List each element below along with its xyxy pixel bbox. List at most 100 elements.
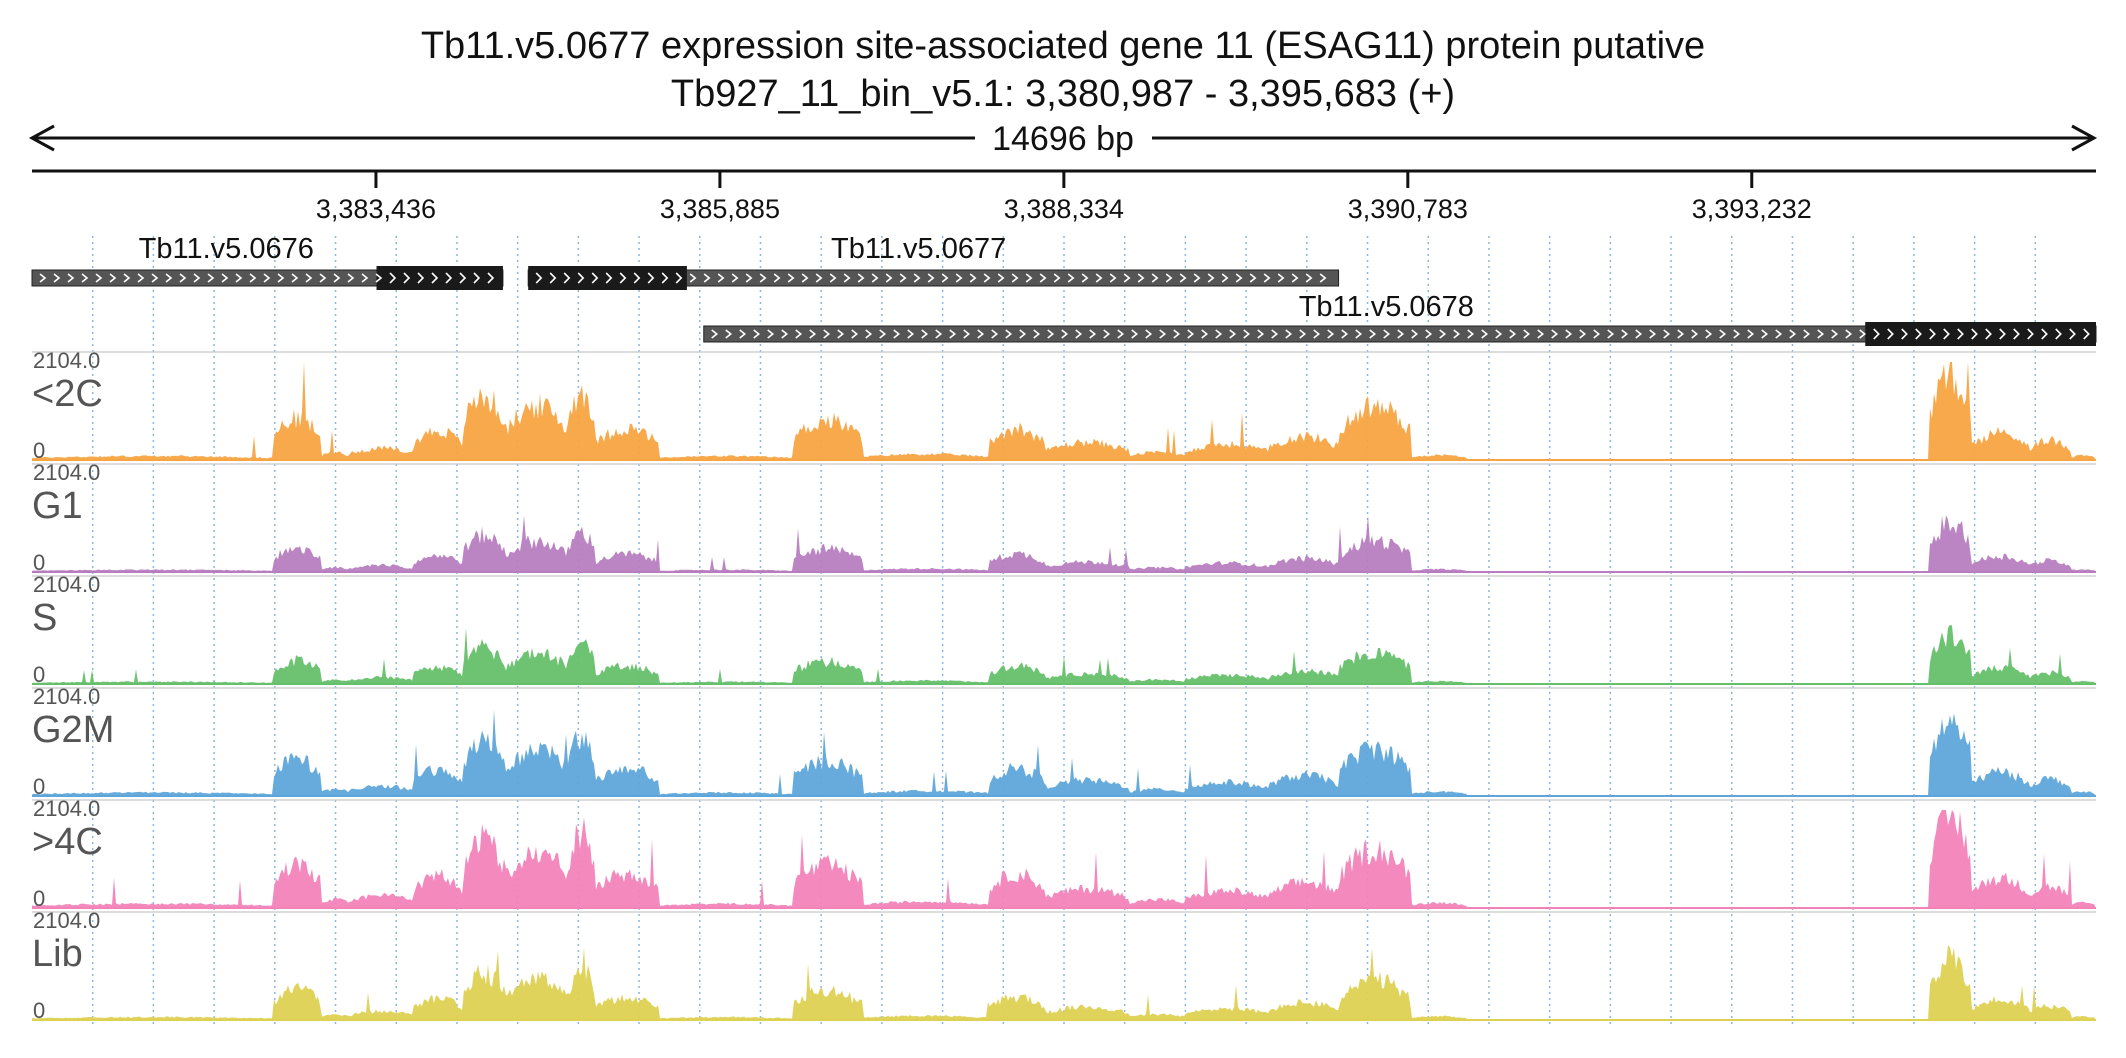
- strand-chevron: [1117, 329, 1125, 339]
- strand-chevron: [1607, 329, 1615, 339]
- strand-chevron: [1509, 329, 1517, 339]
- coverage-tracks: 2104.0<2C02104.0G102104.0S02104.0G2M0210…: [32, 348, 2096, 1023]
- gene-cds: [528, 266, 687, 290]
- strand-chevron: [193, 273, 201, 283]
- strand-chevron: [1033, 329, 1041, 339]
- strand-chevron: [1123, 273, 1131, 283]
- strand-chevron: [1789, 329, 1797, 339]
- chart-title: Tb11.v5.0677 expression site-associated …: [421, 25, 1705, 67]
- strand-chevron: [333, 273, 341, 283]
- strand-chevron: [1957, 328, 1964, 340]
- strand-chevron: [795, 329, 803, 339]
- strand-chevron: [1165, 273, 1173, 283]
- x-tick-label: 3,393,232: [1692, 194, 1812, 224]
- strand-chevron: [647, 272, 655, 284]
- strand-chevron: [1109, 273, 1117, 283]
- strand-chevron: [781, 329, 789, 339]
- strand-chevron: [1761, 329, 1769, 339]
- coverage-area: [32, 515, 2096, 572]
- strand-chevron: [1201, 329, 1209, 339]
- strand-chevron: [907, 329, 915, 339]
- strand-chevron: [2041, 328, 2048, 340]
- strand-chevron: [1179, 273, 1187, 283]
- strand-chevron: [137, 273, 145, 283]
- strand-chevron: [1131, 329, 1139, 339]
- track-ymin-label: 0: [33, 886, 45, 911]
- strand-chevron: [661, 272, 669, 284]
- strand-chevron: [983, 273, 991, 283]
- strand-chevron: [1383, 329, 1391, 339]
- coverage-area: [32, 362, 2096, 460]
- strand-chevron: [879, 329, 887, 339]
- strand-chevron: [249, 273, 257, 283]
- strand-chevron: [1775, 329, 1783, 339]
- track-ymax-label: 2104.0: [33, 460, 100, 485]
- strand-chevron: [935, 329, 943, 339]
- strand-chevron: [1257, 329, 1265, 339]
- strand-chevron: [1243, 329, 1251, 339]
- track-ymax-label: 2104.0: [33, 572, 100, 597]
- coverage-area: [32, 810, 2096, 908]
- coverage-area: [32, 624, 2096, 684]
- strand-chevron: [1887, 328, 1894, 340]
- gene-label: Tb11.v5.0676: [139, 233, 314, 265]
- strand-chevron: [1579, 329, 1587, 339]
- strand-chevron: [389, 272, 397, 284]
- strand-chevron: [1075, 329, 1083, 339]
- strand-chevron: [1095, 273, 1103, 283]
- span-arrow: 14696 bp: [28, 120, 2098, 158]
- strand-chevron: [1523, 329, 1531, 339]
- track-ymin-label: 0: [33, 998, 45, 1023]
- strand-chevron: [1425, 329, 1433, 339]
- strand-chevron: [1677, 329, 1685, 339]
- x-tick-label: 3,388,334: [1004, 194, 1124, 224]
- strand-chevron: [1187, 329, 1195, 339]
- strand-chevron: [717, 273, 725, 283]
- strand-chevron: [1145, 329, 1153, 339]
- strand-chevron: [1341, 329, 1349, 339]
- strand-chevron: [893, 329, 901, 339]
- strand-chevron: [2027, 328, 2034, 340]
- strand-chevron: [921, 329, 929, 339]
- strand-chevron: [1621, 329, 1629, 339]
- strand-chevron: [1733, 329, 1741, 339]
- strand-chevron: [1649, 329, 1657, 339]
- strand-chevron: [1271, 329, 1279, 339]
- strand-chevron: [1229, 329, 1237, 339]
- strand-chevron: [2083, 328, 2090, 340]
- strand-chevron: [2069, 328, 2076, 340]
- strand-chevron: [1803, 329, 1811, 339]
- strand-chevron: [1859, 329, 1867, 339]
- strand-chevron: [1397, 329, 1405, 339]
- track-ymax-label: 2104.0: [33, 348, 100, 373]
- strand-chevron: [1747, 329, 1755, 339]
- track-ymax-label: 2104.0: [33, 796, 100, 821]
- strand-chevron: [1047, 329, 1055, 339]
- strand-chevron: [221, 273, 229, 283]
- strand-chevron: [1565, 329, 1573, 339]
- track-ymin-label: 0: [33, 438, 45, 463]
- strand-chevron: [1593, 329, 1601, 339]
- strand-chevron: [591, 272, 599, 284]
- strand-chevron: [1845, 329, 1853, 339]
- x-tick-label: 3,383,436: [316, 194, 436, 224]
- strand-chevron: [459, 272, 467, 284]
- strand-chevron: [361, 273, 369, 283]
- strand-chevron: [1067, 273, 1075, 283]
- coverage-area: [32, 709, 2096, 796]
- strand-chevron: [535, 272, 543, 284]
- x-tick-label: 3,390,783: [1348, 194, 1468, 224]
- strand-chevron: [969, 273, 977, 283]
- strand-chevron: [1061, 329, 1069, 339]
- strand-chevron: [1915, 328, 1922, 340]
- strand-chevron: [927, 273, 935, 283]
- strand-chevron: [1901, 328, 1908, 340]
- strand-chevron: [1705, 329, 1713, 339]
- strand-chevron: [1159, 329, 1167, 339]
- strand-chevron: [731, 273, 739, 283]
- strand-chevron: [1137, 273, 1145, 283]
- strand-chevron: [829, 273, 837, 283]
- strand-chevron: [949, 329, 957, 339]
- strand-chevron: [871, 273, 879, 283]
- strand-chevron: [851, 329, 859, 339]
